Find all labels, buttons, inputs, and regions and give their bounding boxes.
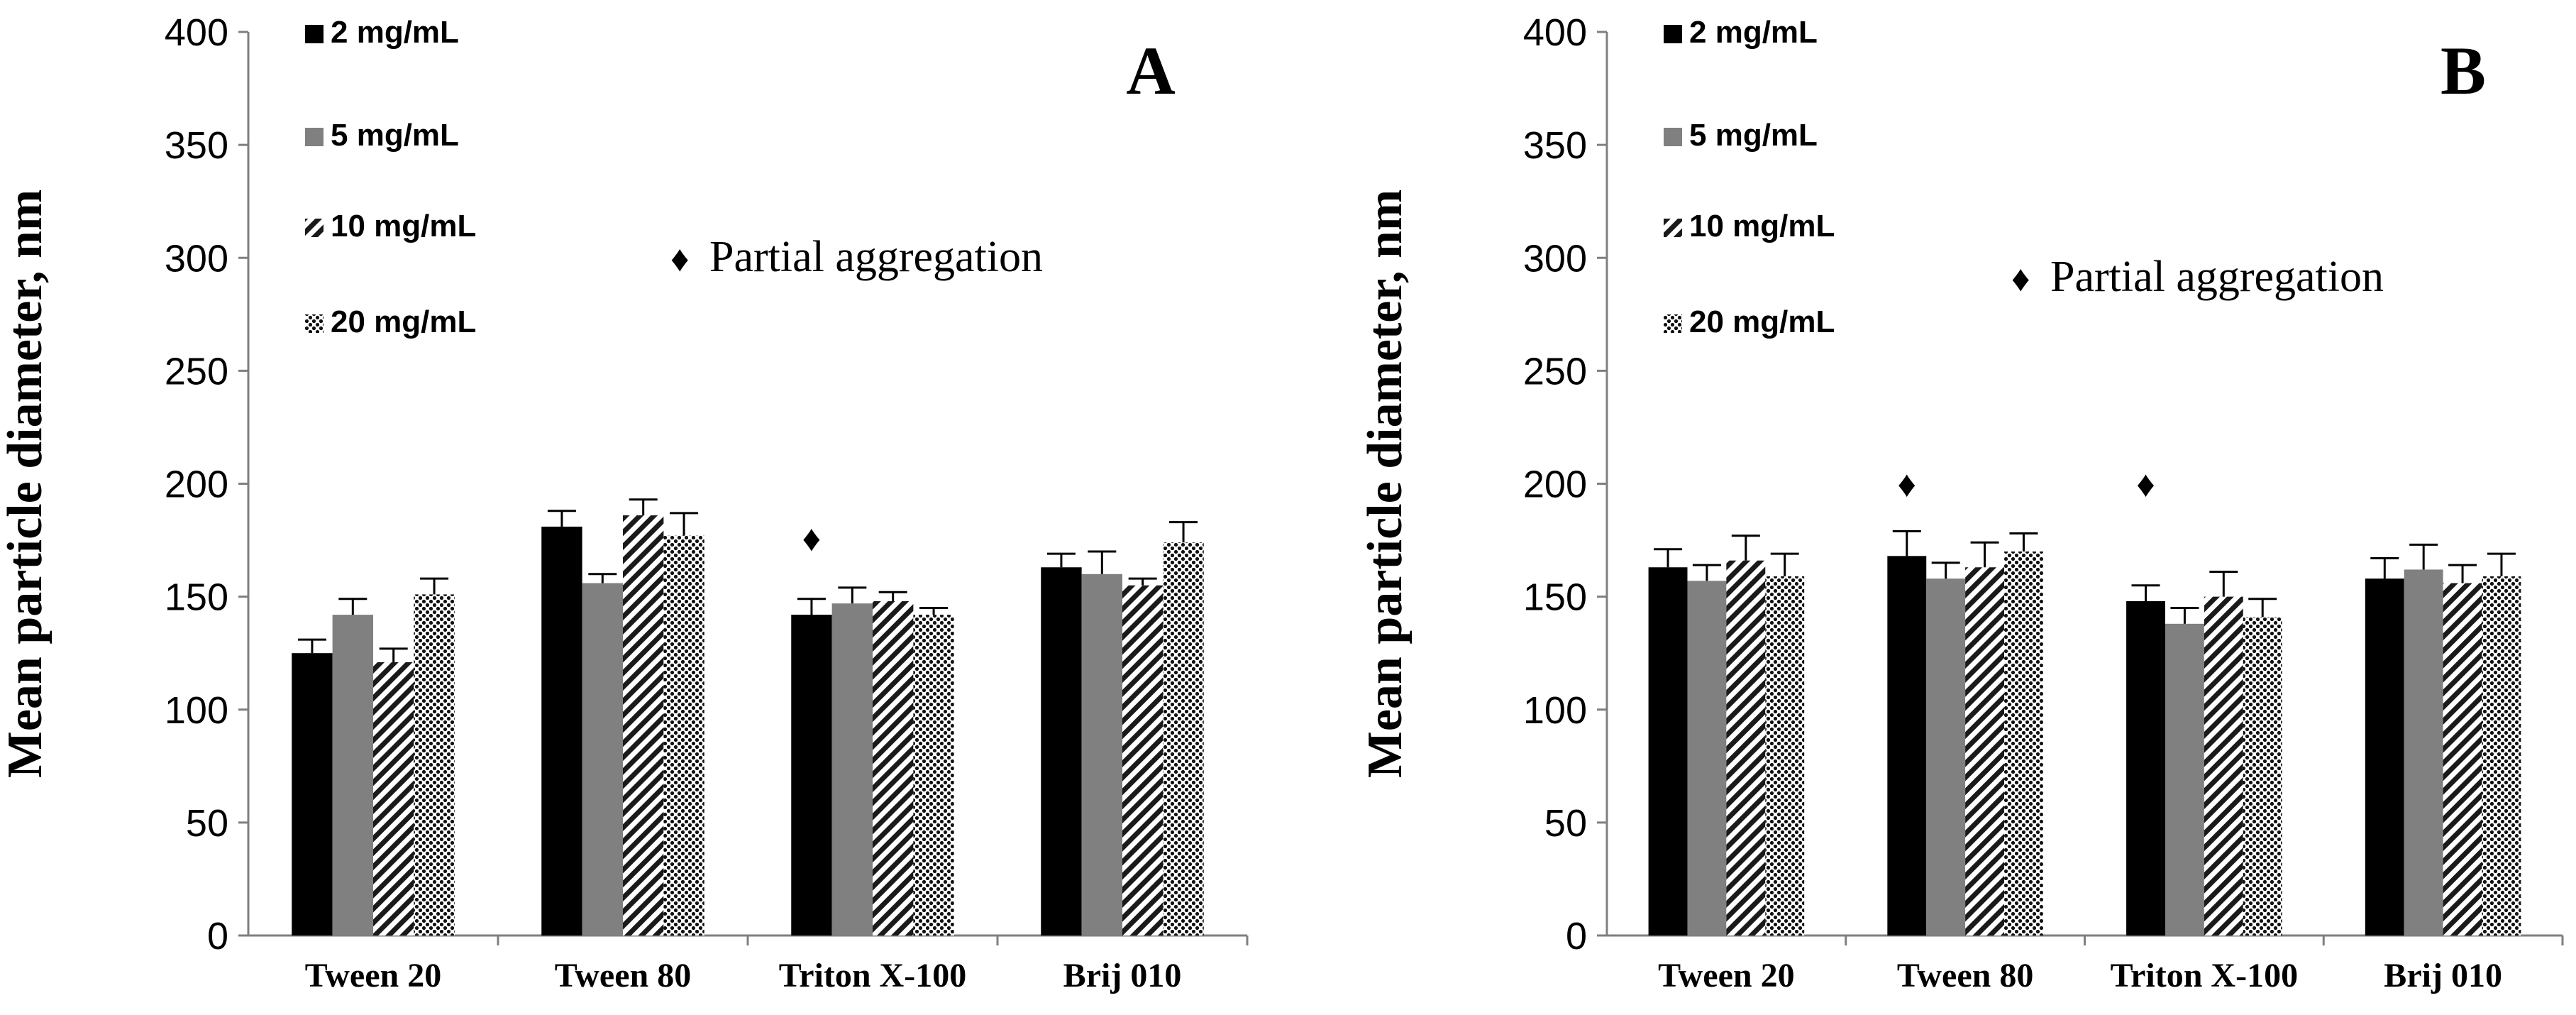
bar-10-mg-ml — [873, 600, 914, 936]
aggregation-marker: ♦ — [1898, 465, 1917, 505]
bar-20-mg-ml — [2482, 576, 2521, 936]
bar-10-mg-ml — [623, 515, 664, 936]
bar-20-mg-ml — [1765, 576, 1805, 936]
bar-20-mg-ml — [1163, 542, 1204, 936]
y-tick-label: 150 — [165, 576, 228, 619]
y-tick-label: 100 — [1523, 689, 1587, 732]
bar-2-mg-ml — [1648, 567, 1688, 936]
aggregation-marker: ♦ — [2136, 465, 2155, 505]
legend-swatch — [1664, 314, 1682, 333]
y-tick-label: 350 — [165, 124, 228, 167]
bar-5-mg-ml — [1081, 574, 1122, 936]
aggregation-marker: ♦ — [802, 519, 822, 559]
bar-10-mg-ml — [1122, 585, 1163, 936]
panel-label: A — [1126, 33, 1175, 109]
x-tick-label: Brij 010 — [2384, 957, 2502, 994]
y-tick-label: 300 — [1523, 237, 1587, 280]
chart-panel-a: 0 50 100 150 200 250 300 350 400 Mean particle di… — [0, 11, 1249, 994]
bar-5-mg-ml — [1687, 581, 1727, 936]
bar-10-mg-ml — [1965, 567, 2005, 936]
bar-2-mg-ml — [2365, 578, 2404, 936]
legend-swatch — [305, 25, 324, 43]
bar-2-mg-ml — [791, 615, 832, 936]
bar-2-mg-ml — [292, 653, 333, 936]
y-tick-label: 0 — [1566, 915, 1587, 958]
bar-20-mg-ml — [2004, 551, 2043, 936]
y-axis-title: Mean particle diameter, nm — [1358, 190, 1413, 778]
legend-swatch — [305, 128, 324, 146]
legend-label: 10 mg/mL — [1689, 209, 1835, 243]
annotation-legend-label: Partial aggregation — [709, 233, 1043, 281]
annotation-legend-label: Partial aggregation — [2050, 253, 2384, 301]
legend-swatch — [1664, 219, 1682, 237]
bar-10-mg-ml — [373, 662, 414, 936]
y-tick-label: 400 — [1523, 11, 1587, 54]
y-tick-label: 250 — [1523, 350, 1587, 393]
y-tick-label: 200 — [1523, 463, 1587, 506]
legend-label: 2 mg/mL — [1689, 15, 1818, 50]
bar-2-mg-ml — [2126, 600, 2165, 936]
chart-panel-b: 0 50 100 150 200 250 300 350 400 Mean particle di… — [1358, 11, 2564, 994]
y-tick-label: 300 — [165, 237, 228, 280]
y-tick-label: 0 — [207, 915, 228, 958]
y-tick-label: 400 — [165, 11, 228, 54]
legend-swatch — [1664, 25, 1682, 43]
bar-10-mg-ml — [2204, 596, 2243, 936]
x-tick-label: Brij 010 — [1063, 957, 1182, 994]
legend-label: 10 mg/mL — [331, 209, 476, 243]
bar-5-mg-ml — [2404, 569, 2443, 936]
legend-label: 5 mg/mL — [1689, 118, 1818, 153]
y-tick-label: 350 — [1523, 124, 1587, 167]
legend-label: 20 mg/mL — [331, 304, 476, 339]
x-tick-label: Triton X-100 — [2111, 957, 2298, 994]
bar-2-mg-ml — [1887, 556, 1927, 936]
bar-5-mg-ml — [831, 603, 873, 936]
legend-swatch — [1664, 128, 1682, 146]
bar-5-mg-ml — [582, 583, 623, 936]
legend-swatch — [305, 314, 324, 333]
bar-5-mg-ml — [1926, 578, 1966, 936]
bar-5-mg-ml — [2165, 623, 2204, 936]
bar-20-mg-ml — [2243, 617, 2282, 936]
bar-10-mg-ml — [1726, 560, 1766, 936]
y-tick-label: 100 — [165, 689, 228, 732]
x-tick-label: Tween 20 — [305, 957, 441, 994]
y-tick-label: 200 — [165, 463, 228, 506]
bar-20-mg-ml — [663, 535, 704, 936]
legend-label: 2 mg/mL — [331, 15, 459, 50]
legend-swatch — [305, 219, 324, 237]
x-tick-label: Triton X-100 — [779, 957, 966, 994]
legend-label: 5 mg/mL — [331, 118, 459, 153]
bar-5-mg-ml — [332, 615, 373, 936]
legend-label: 20 mg/mL — [1689, 304, 1835, 339]
bar-2-mg-ml — [541, 526, 582, 936]
annotation-legend-marker: ♦ — [670, 239, 690, 280]
panel-label: B — [2440, 33, 2486, 109]
x-tick-label: Tween 80 — [555, 957, 691, 994]
y-tick-label: 250 — [165, 350, 228, 393]
bar-20-mg-ml — [414, 594, 455, 936]
bar-20-mg-ml — [913, 615, 954, 936]
x-tick-label: Tween 20 — [1658, 957, 1794, 994]
bar-2-mg-ml — [1041, 567, 1082, 936]
x-tick-label: Tween 80 — [1897, 957, 2033, 994]
y-tick-label: 50 — [186, 802, 228, 845]
y-tick-label: 50 — [1544, 802, 1587, 845]
annotation-legend-marker: ♦ — [2011, 259, 2030, 300]
y-axis-title: Mean particle diameter, nm — [0, 190, 52, 778]
y-tick-label: 150 — [1523, 576, 1587, 619]
bar-10-mg-ml — [2443, 583, 2482, 936]
